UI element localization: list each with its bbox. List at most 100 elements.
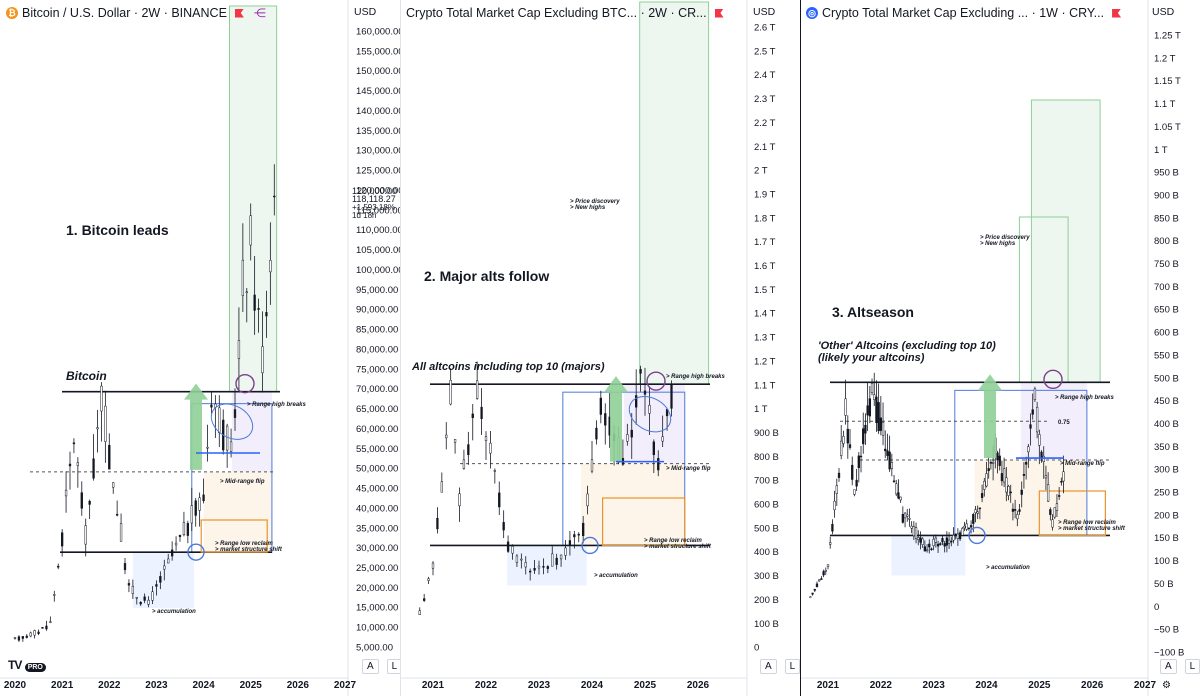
flag-icon[interactable] bbox=[1112, 8, 1122, 18]
log-scale-button[interactable]: L bbox=[386, 659, 400, 674]
flag-icon[interactable] bbox=[714, 8, 724, 18]
scale-buttons[interactable]: A L bbox=[760, 659, 800, 674]
annotation-structure-shift: > market structure shift bbox=[215, 547, 283, 553]
chart-header: ◎ Crypto Total Market Cap Excluding ... … bbox=[806, 6, 1122, 20]
candle-body bbox=[881, 422, 885, 436]
candle-body bbox=[524, 562, 527, 568]
candle-body bbox=[206, 446, 209, 449]
candle-body bbox=[529, 570, 532, 573]
annotation-range-high: > Range high breaks bbox=[1055, 395, 1115, 401]
candle-body bbox=[956, 533, 960, 539]
range-low-circle bbox=[581, 536, 599, 555]
candle-body bbox=[1020, 489, 1023, 495]
chart-panel-bitcoin[interactable]: 160,000.00 155,000.00 150,000.00 145,000.00… bbox=[0, 0, 400, 696]
price-tick-label: 100 B bbox=[1154, 556, 1179, 567]
candle-body bbox=[163, 565, 166, 570]
chart-panel-majors[interactable]: 2.6 T 2.5 T 2.4 T 2.3 T 2.2 T 2.1 T 2 T 1.9 T 1.… bbox=[400, 0, 800, 696]
candle-body bbox=[932, 538, 935, 547]
candle-body bbox=[919, 537, 922, 543]
price-tick-label: 40,000.00 bbox=[356, 503, 398, 514]
candle-body bbox=[840, 440, 843, 456]
candle-body bbox=[965, 523, 968, 530]
log-scale-button[interactable]: L bbox=[784, 659, 800, 674]
candle-body bbox=[33, 630, 36, 636]
auto-scale-button[interactable]: A bbox=[1160, 659, 1177, 674]
candle-body bbox=[648, 404, 651, 414]
candle-body bbox=[1046, 484, 1050, 502]
candle-body bbox=[233, 409, 237, 418]
bitcoin-chart-canvas[interactable]: 160,000.00 155,000.00 150,000.00 145,000.00… bbox=[0, 0, 400, 696]
price-tick-label: 200 B bbox=[754, 595, 779, 606]
breakout-arrow bbox=[604, 376, 628, 462]
candle-body bbox=[906, 514, 909, 517]
scale-buttons[interactable]: A L bbox=[362, 659, 400, 674]
candle-body bbox=[901, 514, 904, 523]
candle-body bbox=[595, 427, 598, 440]
panel-divider bbox=[800, 0, 801, 696]
lower-range-zone bbox=[581, 463, 685, 546]
candle-body bbox=[458, 493, 461, 507]
candle-body bbox=[1040, 451, 1043, 459]
candle-body bbox=[958, 532, 962, 540]
log-scale-button[interactable]: L bbox=[1184, 659, 1200, 674]
candle-body bbox=[983, 480, 986, 490]
candle-body bbox=[64, 489, 68, 497]
candle-body bbox=[590, 459, 594, 472]
candle-body bbox=[875, 396, 878, 423]
price-tick-label: 650 B bbox=[1154, 305, 1179, 316]
candle-body bbox=[866, 405, 869, 416]
year-tick-label: 2023 bbox=[145, 680, 168, 691]
candle-body bbox=[586, 493, 589, 507]
year-tick-label: 2026 bbox=[1081, 680, 1104, 691]
candle-body bbox=[886, 450, 889, 456]
market-cap-icon: ◎ bbox=[806, 7, 818, 19]
candle-body bbox=[972, 514, 975, 524]
candle-body bbox=[198, 497, 201, 511]
candle-body bbox=[273, 195, 276, 198]
candle-body bbox=[661, 436, 664, 442]
candle-body bbox=[842, 436, 845, 444]
candle-body bbox=[229, 441, 233, 452]
price-tick-label: 1.6 T bbox=[754, 261, 776, 272]
price-tick-label: 125,000.00 bbox=[356, 166, 400, 177]
range-high-circle bbox=[646, 371, 666, 391]
others-chart-canvas[interactable]: 1.25 T 1.2 T 1.15 T 1.1 T 1.05 T 1 T 950 B 900 … bbox=[800, 0, 1200, 696]
candle-body bbox=[864, 424, 867, 434]
candle-body bbox=[862, 428, 865, 445]
candle-body bbox=[100, 385, 103, 412]
axis-unit: USD bbox=[753, 6, 776, 18]
candle-body bbox=[818, 579, 821, 582]
price-tick-label: 2.4 T bbox=[754, 70, 776, 81]
price-tick-label: 35,000.00 bbox=[356, 523, 398, 534]
auto-scale-button[interactable]: A bbox=[362, 659, 379, 674]
candle-body bbox=[123, 563, 127, 571]
settings-icon[interactable]: ⚙ bbox=[1162, 680, 1171, 691]
accumulation-zone bbox=[507, 545, 587, 586]
price-tick-label: 155,000.00 bbox=[356, 46, 400, 57]
auto-scale-button[interactable]: A bbox=[760, 659, 777, 674]
price-tick-label: 1.25 T bbox=[1154, 31, 1181, 42]
candle-body bbox=[1051, 519, 1054, 528]
candle-body bbox=[870, 382, 874, 394]
retest-ellipse bbox=[210, 403, 254, 440]
price-discovery-box bbox=[639, 1, 710, 385]
candle-body bbox=[502, 522, 505, 531]
candle-body bbox=[471, 413, 474, 418]
price-tick-label: 800 B bbox=[754, 452, 779, 463]
annotation-price-discovery: > Price discovery bbox=[570, 199, 620, 205]
chart-panel-altseason[interactable]: 1.25 T 1.2 T 1.15 T 1.1 T 1.05 T 1 T 950 B 900 … bbox=[800, 0, 1200, 696]
scale-buttons[interactable]: A L bbox=[1160, 659, 1200, 674]
flag-icon[interactable] bbox=[234, 8, 244, 18]
candle-body bbox=[57, 565, 60, 568]
accumulation-zone bbox=[132, 552, 195, 609]
year-tick-label: 2024 bbox=[581, 680, 604, 691]
price-tick-label: 2.5 T bbox=[754, 46, 776, 57]
share-icon[interactable]: ⋲ bbox=[253, 6, 266, 20]
candle-body bbox=[1038, 434, 1041, 446]
candle-body bbox=[1024, 462, 1028, 465]
price-tick-label: 1.1 T bbox=[754, 380, 776, 391]
price-tick-label: 2.1 T bbox=[754, 142, 776, 153]
price-tick-label: 2.2 T bbox=[754, 118, 776, 129]
majors-chart-canvas[interactable]: 2.6 T 2.5 T 2.4 T 2.3 T 2.2 T 2.1 T 2 T 1.9 T 1.… bbox=[400, 0, 800, 696]
price-tick-label: 55,000.00 bbox=[356, 444, 398, 455]
